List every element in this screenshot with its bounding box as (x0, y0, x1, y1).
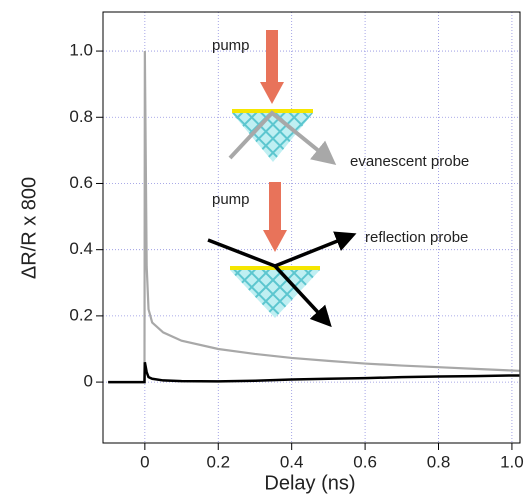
y-tick-label: 0.8 (69, 107, 93, 126)
y-tick-label: 1.0 (69, 41, 93, 60)
annotation: pump (212, 37, 250, 54)
x-tick-label: 0 (140, 452, 149, 471)
y-tick-label: 0 (84, 372, 93, 391)
diagram-reflection (207, 182, 357, 328)
x-tick-label: 0.2 (206, 452, 230, 471)
x-tick-label: 0.6 (353, 452, 377, 471)
y-axis-label: ΔR/R x 800 (18, 177, 40, 279)
y-tick-label: 0.6 (69, 173, 93, 192)
data-line (108, 51, 520, 384)
x-tick-label: 0.8 (427, 452, 451, 471)
data-line (108, 362, 520, 384)
x-axis-label: Delay (ns) (264, 472, 355, 494)
annotation: reflection probe (365, 229, 468, 246)
annotation: evanescent probe (350, 153, 469, 170)
x-tick-label: 1.0 (500, 452, 524, 471)
diagram-evanescent (228, 30, 337, 166)
plot-frame (102, 11, 521, 444)
y-tick-label: 0.2 (69, 305, 93, 324)
x-tick-label: 0.4 (280, 452, 304, 471)
annotation: pump (212, 191, 250, 208)
y-tick-label: 0.4 (69, 239, 93, 258)
plot-area (96, 12, 520, 450)
